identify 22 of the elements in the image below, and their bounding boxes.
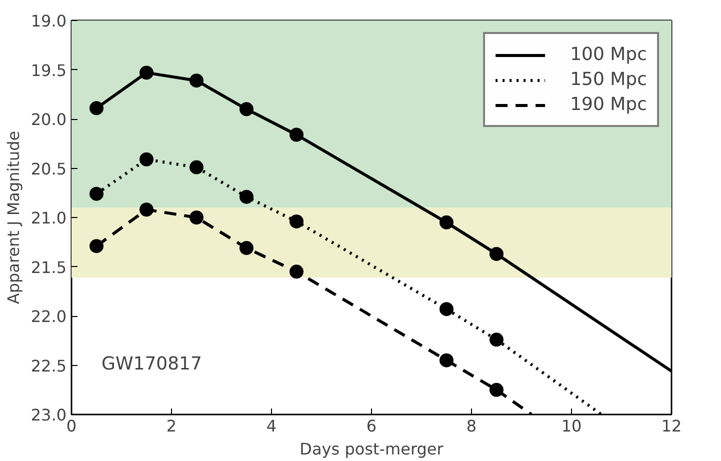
x-tick-label: 12 xyxy=(661,416,682,436)
legend-label: 100 Mpc xyxy=(570,44,647,65)
x-tick-label: 6 xyxy=(366,416,377,436)
x-tick-label: 2 xyxy=(166,416,177,436)
x-tick-label: 10 xyxy=(561,416,582,436)
y-tick-label: 21.0 xyxy=(30,208,66,228)
y-axis-title: Apparent J Magnitude xyxy=(4,130,23,304)
y-tick-label: 19.0 xyxy=(30,12,66,30)
x-axis-title: Days post-merger xyxy=(300,440,444,458)
x-tick-label: 0 xyxy=(66,416,77,436)
y-tick-label: 20.0 xyxy=(30,110,66,129)
y-tick-label: 22.0 xyxy=(30,307,66,326)
y-tick-label: 19.5 xyxy=(30,60,66,80)
annotation: GW170817 xyxy=(102,354,202,374)
x-tick-label: 4 xyxy=(266,416,277,436)
legend-label: 150 Mpc xyxy=(570,69,647,90)
y-tick-label: 20.5 xyxy=(30,159,66,178)
y-tick-label: 21.5 xyxy=(30,258,66,277)
x-tick-label: 8 xyxy=(466,416,477,436)
y-tick-label: 22.5 xyxy=(30,356,66,376)
y-tick-label: 23.0 xyxy=(30,406,66,424)
legend-label: 190 Mpc xyxy=(570,94,647,115)
